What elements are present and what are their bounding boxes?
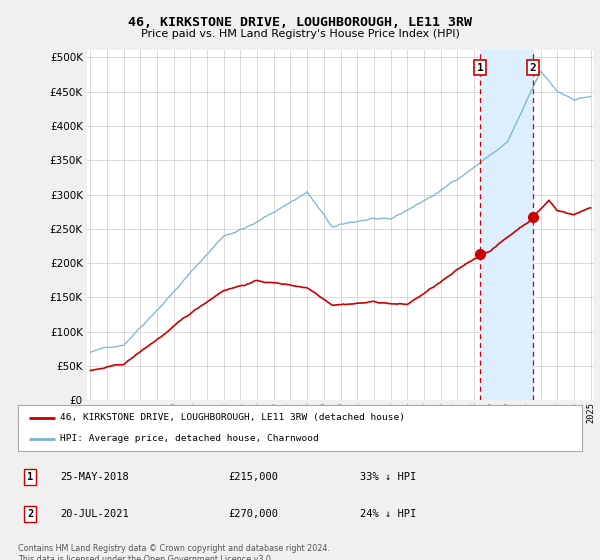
Text: 2: 2	[27, 509, 33, 519]
Text: 46, KIRKSTONE DRIVE, LOUGHBOROUGH, LE11 3RW (detached house): 46, KIRKSTONE DRIVE, LOUGHBOROUGH, LE11 …	[60, 413, 406, 422]
Text: Contains HM Land Registry data © Crown copyright and database right 2024.
This d: Contains HM Land Registry data © Crown c…	[18, 544, 330, 560]
Text: 25-MAY-2018: 25-MAY-2018	[60, 472, 129, 482]
Text: 33% ↓ HPI: 33% ↓ HPI	[360, 472, 416, 482]
Text: 20-JUL-2021: 20-JUL-2021	[60, 509, 129, 519]
Text: HPI: Average price, detached house, Charnwood: HPI: Average price, detached house, Char…	[60, 435, 319, 444]
Text: 1: 1	[27, 472, 33, 482]
Text: 46, KIRKSTONE DRIVE, LOUGHBOROUGH, LE11 3RW: 46, KIRKSTONE DRIVE, LOUGHBOROUGH, LE11 …	[128, 16, 472, 29]
Text: 1: 1	[477, 63, 484, 73]
Text: 24% ↓ HPI: 24% ↓ HPI	[360, 509, 416, 519]
Text: 2: 2	[530, 63, 536, 73]
Text: £215,000: £215,000	[228, 472, 278, 482]
Text: Price paid vs. HM Land Registry's House Price Index (HPI): Price paid vs. HM Land Registry's House …	[140, 29, 460, 39]
Text: £270,000: £270,000	[228, 509, 278, 519]
Bar	[480, 50, 533, 400]
